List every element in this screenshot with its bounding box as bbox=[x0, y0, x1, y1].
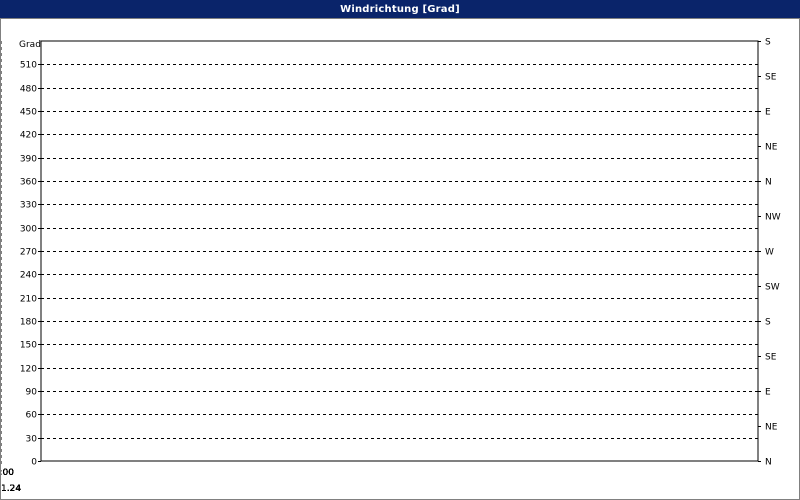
x-tick-time: 18:00 bbox=[1, 468, 14, 478]
x-tick-date: 23.01.24 bbox=[1, 484, 21, 494]
y-tick-label: 300 bbox=[20, 225, 37, 235]
x-tick-date: 23.01.24 bbox=[1, 484, 21, 494]
x-tick-time: 15:00 bbox=[1, 468, 14, 478]
right-tick-label: NE bbox=[765, 143, 778, 153]
y-tick-label: 120 bbox=[20, 365, 37, 375]
y-tick-label: 450 bbox=[20, 108, 37, 118]
right-tick-label: NE bbox=[765, 423, 778, 433]
x-tick-date: 23.01.24 bbox=[1, 484, 21, 494]
y-tick-label: 150 bbox=[20, 341, 37, 351]
x-tick-time: 00:00 bbox=[1, 468, 14, 478]
x-tick-date: 23.01.24 bbox=[1, 484, 21, 494]
y-tick-label: 240 bbox=[20, 271, 37, 281]
right-tick-label: W bbox=[765, 248, 774, 258]
y-tick-label: 60 bbox=[26, 411, 38, 421]
y-tick-label: 330 bbox=[20, 201, 37, 211]
y-tick-label: 270 bbox=[20, 248, 37, 258]
y-tick-label: 30 bbox=[26, 435, 38, 445]
right-tick-label: SE bbox=[765, 353, 777, 363]
y-tick-label: 510 bbox=[20, 61, 37, 71]
y-tick-label: 420 bbox=[20, 131, 37, 141]
x-tick-date: 24.01.24 bbox=[1, 484, 21, 494]
chart-svg: 0 30 60 90 120 150 180 210 240 270 300 330 360 390 420… bbox=[1, 38, 781, 494]
y-tick-label: 90 bbox=[26, 388, 38, 398]
right-tick-label: S bbox=[765, 318, 771, 328]
plot-frame bbox=[40, 40, 759, 462]
y-axis-label: Grad bbox=[19, 40, 41, 50]
x-tick-date: 23.01.24 bbox=[1, 484, 21, 494]
y-tick-label: 390 bbox=[20, 155, 37, 165]
y-tick-label: 180 bbox=[20, 318, 37, 328]
chart-area: 0 30 60 90 120 150 180 210 240 270 300 330 360 390 420… bbox=[0, 18, 800, 500]
x-tick-time: 00:00 bbox=[1, 468, 14, 478]
right-tick-label: SW bbox=[765, 283, 780, 293]
right-tick-label: S bbox=[765, 38, 771, 48]
x-tick-time: 21:00 bbox=[1, 468, 14, 478]
y-tick-label: 0 bbox=[31, 458, 37, 468]
right-tick-label: E bbox=[765, 388, 771, 398]
right-tick-label: N bbox=[765, 178, 772, 188]
x-tick-time: 12:00 bbox=[1, 468, 14, 478]
chart-title-bar: Windrichtung [Grad] bbox=[0, 0, 800, 18]
x-tick-time: 09:00 bbox=[1, 468, 14, 478]
x-tick-date: 23.01.24 bbox=[1, 484, 21, 494]
right-tick-label: E bbox=[765, 108, 771, 118]
x-tick-time: 03:00 bbox=[1, 468, 14, 478]
x-tick-date: 23.01.24 bbox=[1, 484, 21, 494]
y-tick-label: 210 bbox=[20, 295, 37, 305]
right-tick-label: N bbox=[765, 458, 772, 468]
x-tick-time: 06:00 bbox=[1, 468, 14, 478]
y-tick-label: 480 bbox=[20, 85, 37, 95]
chart-title: Windrichtung [Grad] bbox=[340, 3, 460, 15]
right-tick-label: SE bbox=[765, 73, 777, 83]
y-tick-label: 360 bbox=[20, 178, 37, 188]
right-tick-label: NW bbox=[765, 213, 781, 223]
x-tick-date: 23.01.24 bbox=[1, 484, 21, 494]
